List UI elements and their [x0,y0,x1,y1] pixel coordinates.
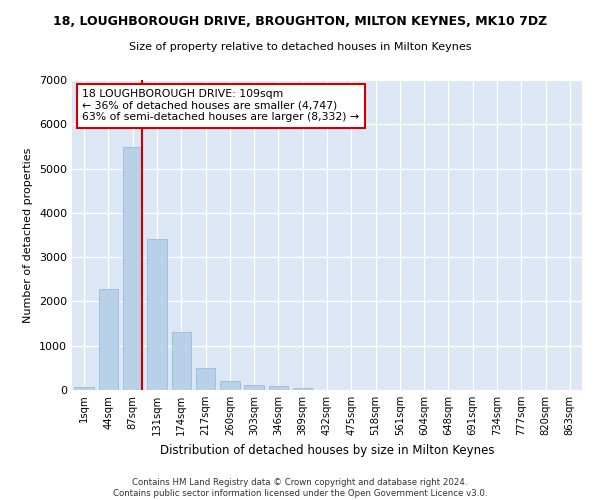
Bar [99,289,118,390]
Text: 18, LOUGHBOROUGH DRIVE, BROUGHTON, MILTON KEYNES, MK10 7DZ: 18, LOUGHBOROUGH DRIVE, BROUGHTON, MILTO… [53,15,547,28]
Bar [147,238,167,390]
Text: Size of property relative to detached houses in Milton Keynes: Size of property relative to detached ho… [129,42,471,52]
Bar [293,388,313,390]
Text: Contains HM Land Registry data © Crown copyright and database right 2024.
Contai: Contains HM Land Registry data © Crown c… [113,478,487,498]
Bar [74,388,94,390]
Bar [220,381,239,390]
Bar [172,332,191,390]
Bar [196,368,215,390]
X-axis label: Distribution of detached houses by size in Milton Keynes: Distribution of detached houses by size … [160,444,494,456]
Bar [123,147,142,390]
Bar [244,385,264,390]
Bar [269,386,288,390]
Text: 18 LOUGHBOROUGH DRIVE: 109sqm
← 36% of detached houses are smaller (4,747)
63% o: 18 LOUGHBOROUGH DRIVE: 109sqm ← 36% of d… [82,90,359,122]
Y-axis label: Number of detached properties: Number of detached properties [23,148,34,322]
